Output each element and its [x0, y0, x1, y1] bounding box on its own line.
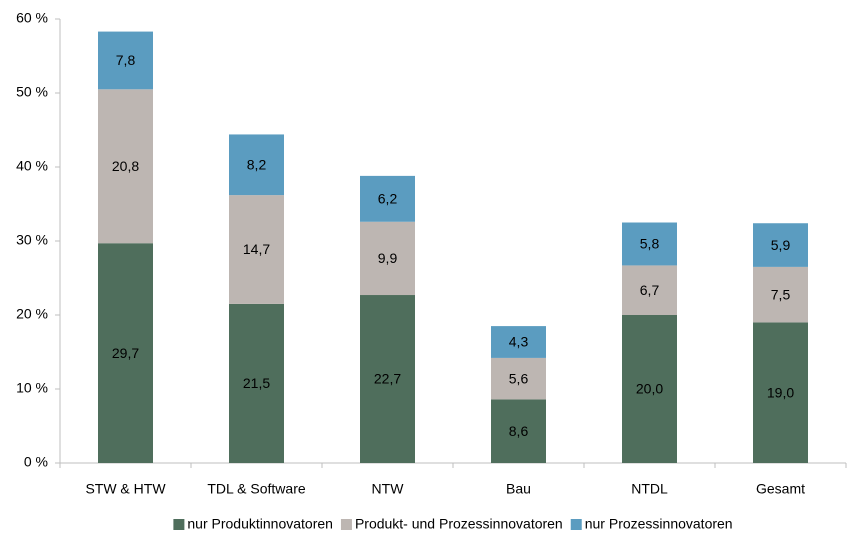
legend-label: Produkt- und Prozessinnovatoren	[355, 516, 563, 532]
data-label: 6,7	[640, 282, 660, 298]
data-label: 21,5	[243, 375, 270, 391]
x-tick-label: Bau	[506, 481, 531, 497]
bar-segment	[491, 399, 546, 463]
y-tick-label: 50 %	[16, 84, 48, 100]
legend-label: nur Prozessinnovatoren	[585, 516, 733, 532]
y-tick-label: 10 %	[16, 380, 48, 396]
bar-segment	[360, 175, 415, 222]
legend-swatch	[173, 519, 185, 530]
bar-segment	[360, 221, 415, 296]
y-tick-label: 60 %	[16, 10, 48, 26]
data-label: 29,7	[112, 345, 139, 361]
data-label: 5,6	[509, 370, 529, 386]
x-tick-label: Gesamt	[756, 481, 805, 497]
data-label: 4,3	[509, 334, 529, 350]
bar-segment	[491, 326, 546, 358]
y-tick-label: 30 %	[16, 232, 48, 248]
bar-segment	[98, 89, 153, 244]
data-label: 5,9	[771, 237, 791, 253]
bar-segment	[753, 223, 808, 267]
data-label: 14,7	[243, 241, 270, 257]
bar-segment	[360, 295, 415, 463]
x-tick-label: STW & HTW	[85, 481, 166, 497]
y-tick-label: 0 %	[24, 454, 48, 470]
x-tick-label: NTW	[372, 481, 405, 497]
data-label: 5,8	[640, 236, 660, 252]
bar-segment	[229, 303, 284, 463]
bar-segment	[622, 315, 677, 463]
bar-segment	[622, 265, 677, 315]
data-label: 8,2	[247, 156, 267, 172]
data-label: 9,9	[378, 250, 398, 266]
data-label: 7,5	[771, 286, 791, 302]
data-label: 19,0	[767, 384, 794, 400]
bar-segment	[622, 222, 677, 266]
data-label: 6,2	[378, 191, 398, 207]
legend-swatch	[570, 519, 582, 530]
legend-label: nur Produktinnovatoren	[187, 516, 333, 532]
legend-swatch	[340, 519, 352, 530]
bar-segment	[98, 243, 153, 463]
bar-segment	[229, 134, 284, 196]
bar-segment	[98, 31, 153, 90]
bar-segment	[491, 357, 546, 400]
data-label: 20,0	[636, 381, 663, 397]
bar-segment	[753, 266, 808, 323]
x-tick-label: TDL & Software	[207, 481, 306, 497]
y-tick-label: 20 %	[16, 306, 48, 322]
x-tick-label: NTDL	[631, 481, 668, 497]
data-label: 8,6	[509, 423, 529, 439]
data-label: 22,7	[374, 371, 401, 387]
data-label: 7,8	[116, 52, 136, 68]
y-tick-label: 40 %	[16, 158, 48, 174]
bar-segment	[753, 322, 808, 463]
bar-segment	[229, 195, 284, 304]
data-label: 20,8	[112, 158, 139, 174]
